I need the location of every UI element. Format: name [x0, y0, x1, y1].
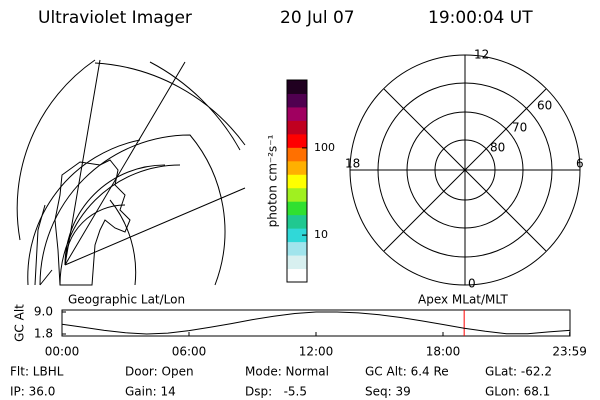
colorbar-band	[287, 106, 307, 121]
status-field: Flt: LBHL	[10, 365, 64, 379]
colorbar-band	[287, 174, 307, 189]
grid-arc	[94, 61, 246, 151]
status-field: Gain: 14	[125, 385, 176, 399]
colorbar-band	[287, 255, 307, 270]
time: 19:00:04 UT	[428, 8, 533, 28]
grid-arc	[16, 59, 166, 286]
status-field: GC Alt: 6.4 Re	[365, 365, 449, 379]
polar-label: 6	[576, 157, 584, 171]
status-field: Seq: 39	[365, 385, 411, 399]
colorbar-band	[287, 268, 307, 283]
status-field: Mode: Normal	[245, 365, 329, 379]
y-tick-label: 1.8	[34, 327, 53, 341]
status-field: Door: Open	[125, 365, 194, 379]
colorbar-tick-label: 10	[314, 228, 328, 241]
colorbar-band	[287, 80, 307, 94]
spoke	[350, 55, 580, 285]
polar-label: 12	[474, 48, 489, 62]
coastline	[34, 204, 53, 286]
status-field: GLat: -62.2	[485, 365, 552, 379]
map-panel	[16, 59, 246, 286]
panel-title: Apex MLat/MLT	[418, 293, 508, 307]
colorbar-band	[287, 93, 307, 108]
colorbar-band	[287, 133, 307, 148]
status-field: IP: 36.0	[10, 385, 55, 399]
ring-label: 80	[490, 141, 505, 155]
ring-label: 70	[512, 121, 527, 135]
x-tick-label: 18:00	[426, 345, 461, 359]
colorbar-band	[287, 187, 307, 202]
colorbar-band	[287, 214, 307, 229]
polar-label: 18	[345, 157, 360, 171]
x-tick-label: 06:00	[172, 345, 207, 359]
colorbar-label: photon cm⁻²s⁻¹	[266, 134, 280, 227]
date: 20 Jul 07	[280, 8, 355, 28]
status-field: GLon: 68.1	[485, 385, 550, 399]
x-tick-label: 12:00	[299, 345, 334, 359]
y-axis-label: GC Alt	[13, 304, 27, 342]
title: Ultraviolet Imager	[38, 8, 192, 28]
status-field: Dsp: -5.5	[245, 385, 307, 399]
grid-arc	[39, 134, 226, 286]
coastline	[54, 159, 131, 286]
x-tick-label: 23:59	[552, 345, 587, 359]
x-tick-label: 00:00	[45, 345, 80, 359]
y-tick-label: 9.0	[34, 305, 53, 319]
polar-plot: 12 18 6 0 60 70 80	[345, 48, 584, 291]
altitude-line	[61, 311, 570, 335]
ring-label: 60	[537, 99, 552, 113]
polar-label: 0	[468, 277, 476, 291]
colorbar-band	[287, 228, 307, 243]
panel-title: Geographic Lat/Lon	[68, 293, 185, 307]
colorbar-band	[287, 241, 307, 256]
colorbar-frame	[286, 79, 308, 283]
colorbar-tick-label: 100	[314, 141, 335, 154]
colorbar-band	[287, 201, 307, 216]
colorbar-band	[287, 120, 307, 135]
grid-line	[64, 59, 246, 266]
colorbar-band	[287, 147, 307, 162]
colorbar-band	[287, 160, 307, 175]
